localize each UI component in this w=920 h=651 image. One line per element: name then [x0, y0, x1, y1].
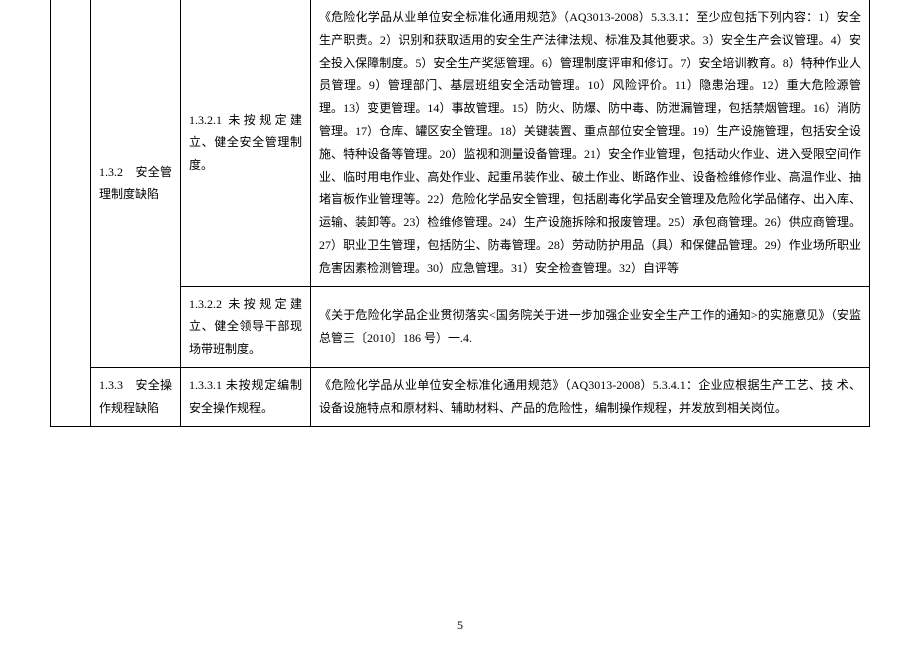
- reference-cell: 《危险化学品从业单位安全标准化通用规范》（AQ3013-2008）5.3.3.1…: [311, 0, 870, 286]
- reference-cell: 《关于危险化学品企业贯彻落实<国务院关于进一步加强企业安全生产工作的通知>的实施…: [311, 286, 870, 367]
- subcategory-cell: 1.3.3 安全操作规程缺陷: [91, 367, 181, 426]
- subcategory-cell: 1.3.2 安全管理制度缺陷: [91, 0, 181, 367]
- category-col: [51, 0, 91, 426]
- regulation-table: 1.3.2 安全管理制度缺陷1.3.2.1 未按规定建立、健全安全管理制度。《危…: [50, 0, 870, 427]
- page-number: 5: [0, 618, 920, 633]
- reference-cell: 《危险化学品从业单位安全标准化通用规范》（AQ3013-2008）5.3.4.1…: [311, 367, 870, 426]
- item-cell: 1.3.2.2 未按规定建立、健全领导干部现场带班制度。: [181, 286, 311, 367]
- item-cell: 1.3.2.1 未按规定建立、健全安全管理制度。: [181, 0, 311, 286]
- item-cell: 1.3.3.1 未按规定编制安全操作规程。: [181, 367, 311, 426]
